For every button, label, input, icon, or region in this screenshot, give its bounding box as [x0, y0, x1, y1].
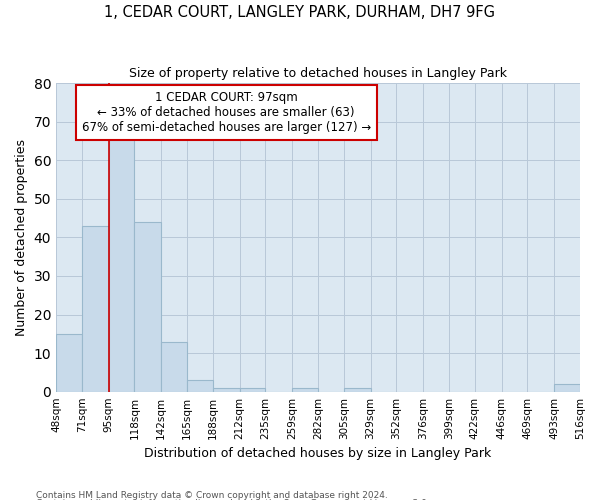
Y-axis label: Number of detached properties: Number of detached properties — [15, 139, 28, 336]
Text: 1, CEDAR COURT, LANGLEY PARK, DURHAM, DH7 9FG: 1, CEDAR COURT, LANGLEY PARK, DURHAM, DH… — [104, 5, 496, 20]
Bar — [292, 388, 318, 392]
Bar — [109, 133, 134, 392]
Text: Contains public sector information licensed under the Open Government Licence v3: Contains public sector information licen… — [36, 499, 430, 500]
Bar — [239, 388, 265, 392]
Text: 1 CEDAR COURT: 97sqm
← 33% of detached houses are smaller (63)
67% of semi-detac: 1 CEDAR COURT: 97sqm ← 33% of detached h… — [82, 91, 371, 134]
Bar — [161, 342, 187, 392]
Bar — [344, 388, 371, 392]
Bar — [554, 384, 580, 392]
Text: Contains HM Land Registry data © Crown copyright and database right 2024.: Contains HM Land Registry data © Crown c… — [36, 490, 388, 500]
Bar — [56, 334, 82, 392]
Title: Size of property relative to detached houses in Langley Park: Size of property relative to detached ho… — [129, 68, 507, 80]
Bar — [187, 380, 213, 392]
Bar — [82, 226, 109, 392]
Bar — [213, 388, 239, 392]
X-axis label: Distribution of detached houses by size in Langley Park: Distribution of detached houses by size … — [145, 447, 491, 460]
Bar — [134, 222, 161, 392]
